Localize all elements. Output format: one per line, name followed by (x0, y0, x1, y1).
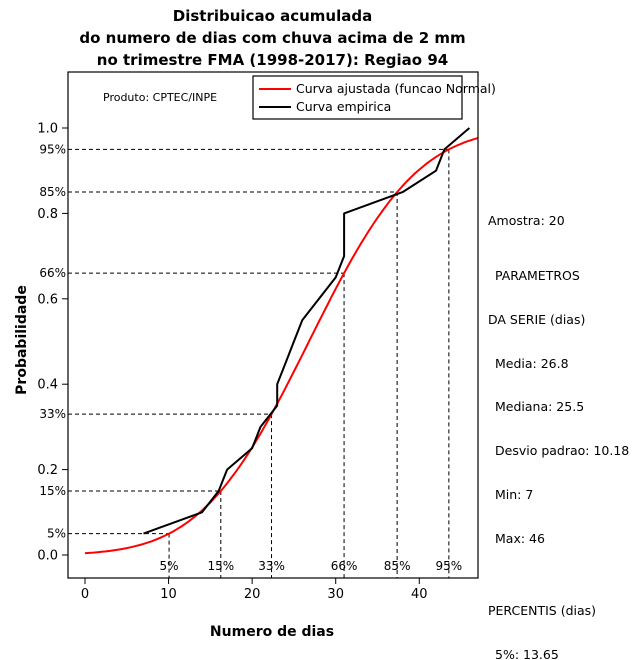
empirical-curve (143, 127, 471, 535)
guide-ylabel-5%: 5% (47, 527, 66, 541)
y-tick-label: 1.0 (37, 122, 58, 137)
y-tick-label: 0.6 (37, 292, 58, 307)
product-label: Produto: CPTEC/INPE (103, 91, 217, 104)
legend-box (252, 75, 463, 120)
guide-xlabel-95%: 95% (436, 559, 463, 573)
stat-params-header: PARAMETROS (495, 267, 580, 283)
guide-ylabel-33%: 33% (39, 407, 66, 421)
stat-min: Min: 7 (495, 486, 534, 502)
guide-xlabel-33%: 33% (258, 559, 285, 573)
y-tick-label: 0.0 (37, 549, 58, 564)
x-tick-label: 10 (160, 587, 177, 602)
chart-title: Distribuicao acumulada do numero de dias… (65, 5, 480, 71)
chart-title-line3: no trimestre FMA (1998-2017): Regiao 94 (96, 51, 449, 69)
x-tick-label: 40 (411, 587, 428, 602)
fitted-curve (84, 137, 479, 555)
stat-percentis-header: PERCENTIS (dias) (488, 603, 597, 619)
y-axis-title: Probabilidade (14, 285, 30, 395)
stat-amostra: Amostra: 20 (488, 213, 565, 229)
x-axis-title: Numero de dias (210, 624, 334, 640)
guide-xlabel-15%: 15% (207, 559, 234, 573)
guide-ylabel-85%: 85% (39, 185, 66, 199)
guide-ylabel-15%: 15% (39, 484, 66, 498)
y-tick-label: 0.8 (37, 207, 58, 222)
x-tick-label: 20 (244, 587, 261, 602)
chart-title-line2: do numero de dias com chuva acima de 2 m… (79, 29, 466, 47)
x-tick-label: 30 (327, 587, 344, 602)
legend-empirical-label: Curva empirica (296, 99, 391, 114)
y-tick-label: 0.4 (37, 378, 58, 393)
guide-xlabel-85%: 85% (384, 559, 411, 573)
stat-params-header2: DA SERIE (dias) (488, 311, 586, 327)
x-tick-label: 0 (81, 587, 89, 602)
guide-ylabel-95%: 95% (39, 142, 66, 156)
legend-fitted-label: Curva ajustada (funcao Normal) (296, 81, 496, 96)
plot-border (67, 71, 479, 579)
chart-title-line1: Distribuicao acumulada (172, 7, 373, 25)
stats-panel: Amostra: 20 PARAMETROS DA SERIE (dias) M… (488, 185, 629, 660)
plot-generated: 5% 5% 15% 15% 33% 33% 66% 66% 85% 85% 95% 95% 0 10 20 3… (37, 71, 479, 602)
stat-mediana: Mediana: 25.5 (495, 399, 585, 415)
stat-media: Media: 26.8 (495, 355, 569, 371)
guide-xlabel-5%: 5% (160, 559, 179, 573)
guide-ylabel-66%: 66% (39, 266, 66, 280)
guide-xlabel-66%: 66% (331, 559, 358, 573)
y-tick-label: 0.2 (37, 463, 58, 478)
stat-desvio-padrao: Desvio padrao: 10.18 (495, 443, 630, 459)
stat-max: Max: 46 (495, 530, 545, 546)
stat-p5: 5%: 13.65 (495, 647, 559, 660)
